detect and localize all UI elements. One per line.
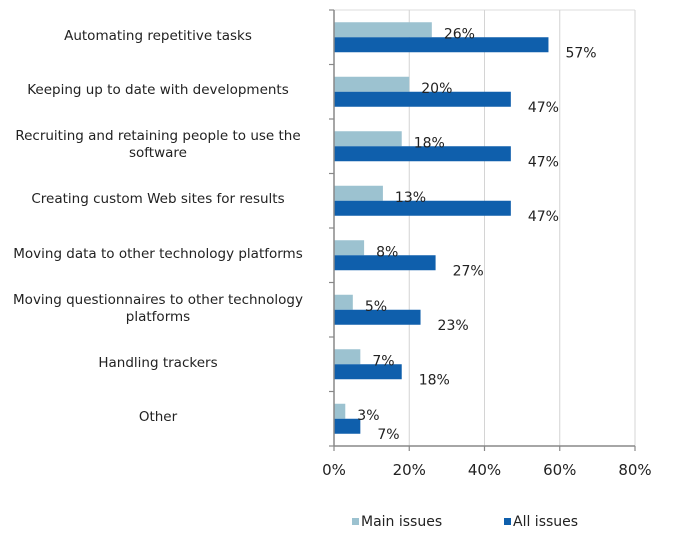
bar-all-issues [334,309,421,325]
value-labels: 26% 57% 20% 47% 18% 47% 13% 47% 8% 27% 5% 23% 7% 18% 3… [357,26,596,443]
category-label-line: software [129,145,187,162]
bar-main-issues [334,185,383,201]
value-label: 27% [453,263,484,279]
value-label: 8% [376,244,398,260]
value-label: 7% [372,353,394,369]
category-label: Other [0,409,318,426]
legend-swatch-main-issues [352,518,359,525]
x-tick-labels: 0% 20% 40% 60% 80% [322,461,652,479]
value-label: 47% [528,209,559,225]
x-tick-label: 60% [543,461,576,479]
value-label: 18% [419,372,450,388]
category-label: Moving questionnaires to other technolog… [0,292,318,326]
bar-main-issues [334,403,346,419]
bar-all-issues [334,200,511,216]
category-label: Automating repetitive tasks [0,28,318,45]
bar-all-issues [334,364,402,380]
bar-main-issues [334,294,353,310]
category-label: Moving data to other technology platform… [0,246,318,263]
value-label: 57% [565,45,596,61]
value-label: 47% [528,100,559,116]
bar-main-issues [334,76,410,92]
legend-item-main-issues: Main issues [352,514,442,530]
bars [334,22,549,434]
category-label-line: platforms [125,308,191,325]
legend-item-all-issues: All issues [504,514,578,530]
axes [329,9,636,451]
value-label: 20% [421,81,452,97]
category-label: Handling trackers [0,355,318,372]
value-label: 13% [395,190,426,206]
bar-main-issues [334,240,365,256]
bar-all-issues [334,91,511,107]
value-label: 47% [528,154,559,170]
category-label-line: Moving data to other technology platform… [13,245,303,262]
bar-all-issues [334,418,361,434]
value-label: 18% [414,135,445,151]
value-label: 26% [444,26,475,42]
x-tick-label: 40% [468,461,501,479]
legend-swatch-all-issues [504,518,511,525]
category-label: Keeping up to date with developments [0,82,318,99]
value-label: 7% [377,427,399,443]
category-label-line: Moving questionnaires to other technolog… [13,291,303,308]
gridlines [334,9,636,446]
category-label-line: Keeping up to date with developments [27,82,289,99]
category-label-line: Handling trackers [98,354,218,371]
category-label-line: Creating custom Web sites for results [31,191,285,208]
legend-label-main-issues: Main issues [361,514,443,530]
category-label-line: Other [138,409,178,426]
category-label-line: Recruiting and retaining people to use t… [15,128,301,145]
bar-all-issues [334,146,511,162]
bar-all-issues [334,37,549,53]
x-tick-label: 80% [618,461,651,479]
x-tick-label: 0% [322,461,346,479]
value-label: 3% [357,408,379,424]
category-label: Creating custom Web sites for results [0,191,318,208]
bar-main-issues [334,131,402,147]
x-tick-label: 20% [393,461,426,479]
category-label: Recruiting and retaining people to use t… [0,128,318,162]
value-label: 23% [438,318,469,334]
bar-all-issues [334,255,436,271]
bar-main-issues [334,349,361,365]
bar-main-issues [334,22,432,38]
category-label-line: Automating repetitive tasks [64,27,252,44]
legend-label-all-issues: All issues [513,514,579,530]
value-label: 5% [365,299,387,315]
